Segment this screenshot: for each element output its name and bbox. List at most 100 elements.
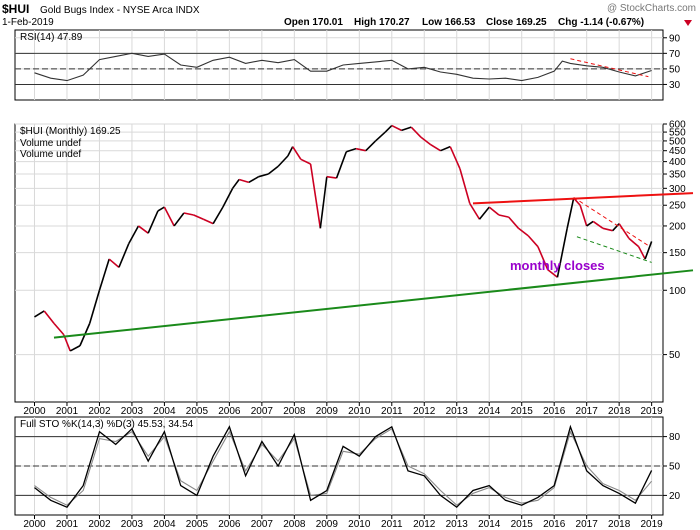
price-label: $HUI (Monthly) 169.25 bbox=[20, 126, 121, 137]
price-segment bbox=[391, 124, 402, 132]
price-segment bbox=[488, 206, 500, 216]
price-segment bbox=[401, 126, 412, 132]
x-tick-label: 2017 bbox=[576, 519, 599, 530]
price-segment bbox=[365, 140, 377, 152]
y-tick-label: 90 bbox=[669, 33, 681, 44]
y-tick-label: 50 bbox=[669, 64, 681, 75]
x-tick-label: 2012 bbox=[413, 519, 436, 530]
price-segment bbox=[384, 124, 393, 133]
volume-legend-2: Volume undef bbox=[20, 149, 81, 160]
price-segment bbox=[644, 241, 653, 260]
price-segment bbox=[300, 158, 311, 165]
price-segment bbox=[163, 206, 175, 227]
price-segment bbox=[34, 310, 45, 318]
price-downtrend-line bbox=[573, 196, 651, 248]
price-segment bbox=[547, 268, 558, 278]
price-segment bbox=[157, 206, 165, 212]
y-tick-label: 550 bbox=[669, 128, 686, 139]
x-tick-label: 2004 bbox=[153, 519, 176, 530]
x-tick-label: 2015 bbox=[511, 406, 534, 417]
stochastic-k-line bbox=[34, 424, 653, 509]
x-tick-label: 2006 bbox=[218, 519, 241, 530]
x-tick-label: 2010 bbox=[348, 519, 371, 530]
price-segment bbox=[326, 175, 337, 179]
symbol: $HUI bbox=[2, 2, 29, 16]
series-layer bbox=[34, 52, 653, 509]
x-tick-label: 2008 bbox=[283, 519, 306, 530]
x-tick-label: 2018 bbox=[608, 406, 631, 417]
y-tick-label: 250 bbox=[669, 201, 686, 212]
price-segment bbox=[355, 147, 366, 152]
x-tick-label: 2007 bbox=[251, 519, 274, 530]
price-segment bbox=[375, 131, 386, 142]
price-segment bbox=[319, 176, 328, 229]
x-tick-label: 2008 bbox=[283, 406, 306, 417]
x-tick-label: 2012 bbox=[413, 406, 436, 417]
x-tick-label: 2014 bbox=[478, 406, 501, 417]
price-segment bbox=[43, 310, 55, 324]
x-tick-label: 2002 bbox=[88, 519, 111, 530]
price-segment bbox=[527, 235, 539, 248]
rsi-line bbox=[34, 52, 652, 82]
y-tick-label: 400 bbox=[669, 157, 686, 168]
price-segment bbox=[618, 223, 630, 239]
y-tick-label: 50 bbox=[669, 350, 681, 361]
x-tick-label: 2019 bbox=[641, 406, 664, 417]
down-arrow-icon bbox=[684, 20, 692, 26]
price-segment bbox=[335, 151, 348, 179]
x-tick-label: 2005 bbox=[186, 406, 209, 417]
long-term-support-line bbox=[53, 269, 694, 339]
price-segment bbox=[287, 146, 294, 157]
x-tick-label: 2002 bbox=[88, 406, 111, 417]
price-segment bbox=[98, 258, 110, 291]
x-tick-label: 2007 bbox=[251, 406, 274, 417]
price-segment bbox=[258, 173, 269, 178]
x-tick-label: 2016 bbox=[543, 406, 566, 417]
y-tick-label: 100 bbox=[669, 286, 686, 297]
y-tick-label: 30 bbox=[669, 80, 681, 91]
price-segment bbox=[231, 179, 240, 189]
price-segment bbox=[127, 225, 140, 245]
resistance-line bbox=[472, 192, 694, 205]
price-segment bbox=[537, 246, 549, 270]
x-tick-label: 2003 bbox=[121, 406, 144, 417]
monthly-closes-annotation: monthly closes bbox=[510, 258, 605, 273]
x-tick-label: 2010 bbox=[348, 406, 371, 417]
price-segment bbox=[579, 205, 588, 227]
x-tick-label: 2001 bbox=[56, 406, 79, 417]
x-tick-label: 2009 bbox=[316, 519, 339, 530]
x-tick-label: 2013 bbox=[446, 406, 469, 417]
price-segment bbox=[173, 212, 185, 227]
price-segment bbox=[346, 147, 357, 153]
rsi-label: RSI(14) 47.89 bbox=[20, 32, 83, 43]
y-tick-label: 70 bbox=[669, 49, 681, 60]
trendline-layer bbox=[53, 58, 694, 339]
x-tick-label: 2015 bbox=[511, 519, 534, 530]
quote-high: High 170.27 bbox=[354, 17, 410, 28]
y-tick-label: 600 bbox=[669, 120, 686, 131]
y-tick-label: 20 bbox=[669, 491, 681, 502]
price-segment bbox=[183, 212, 194, 216]
x-tick-label: 2013 bbox=[446, 519, 469, 530]
price-segment bbox=[238, 178, 250, 184]
price-wedge-support-line bbox=[576, 236, 652, 263]
x-tick-label: 2006 bbox=[218, 406, 241, 417]
price-segment bbox=[203, 218, 214, 225]
index-description: Gold Bugs Index - NYSE Arca INDX bbox=[40, 5, 200, 16]
stochastic-label: Full STO %K(14,3) %D(3) 45.53, 34.54 bbox=[20, 419, 194, 430]
price-segment bbox=[498, 214, 509, 218]
price-segment bbox=[267, 165, 279, 175]
price-segment bbox=[612, 223, 620, 232]
price-segment bbox=[566, 197, 575, 229]
x-tick-label: 2000 bbox=[23, 406, 46, 417]
price-segment bbox=[69, 345, 81, 352]
price-segment bbox=[212, 206, 224, 225]
x-tick-label: 2009 bbox=[316, 406, 339, 417]
price-segment bbox=[440, 145, 451, 152]
price-segment bbox=[508, 216, 520, 229]
price-segment bbox=[637, 246, 646, 260]
rsi-panel bbox=[14, 29, 664, 101]
rsi-downtrend-line bbox=[570, 58, 649, 78]
quote-close: Close 169.25 bbox=[486, 17, 547, 28]
